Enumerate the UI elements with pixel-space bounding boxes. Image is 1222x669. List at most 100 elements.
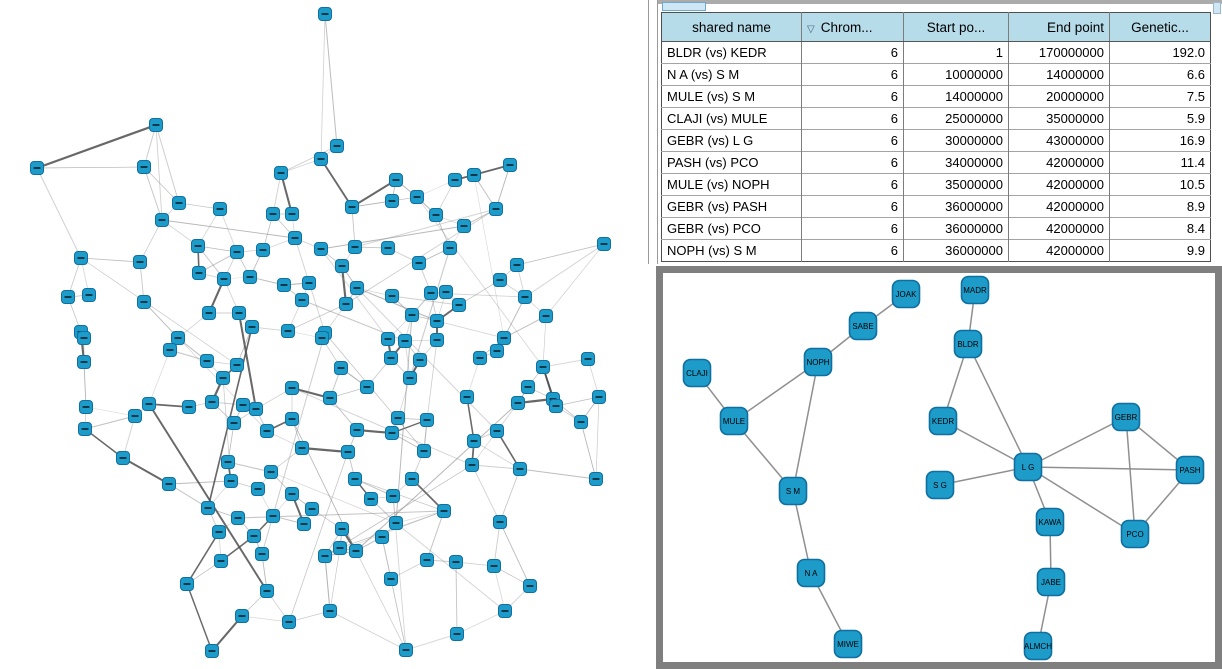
table-row[interactable]: NOPH (vs) S M 6 36000000 42000000 9.9 bbox=[661, 239, 1211, 262]
network-node[interactable] bbox=[285, 381, 299, 395]
network-node[interactable] bbox=[142, 397, 156, 411]
network-node[interactable] bbox=[490, 344, 504, 358]
network-node[interactable] bbox=[389, 173, 403, 187]
network-node[interactable] bbox=[30, 161, 44, 175]
network-node[interactable] bbox=[163, 343, 177, 357]
network-node[interactable] bbox=[281, 324, 295, 338]
subnetwork-node-ALMCH[interactable]: ALMCH bbox=[1023, 631, 1053, 661]
network-node[interactable] bbox=[285, 487, 299, 501]
network-node[interactable] bbox=[78, 422, 92, 436]
network-node[interactable] bbox=[405, 308, 419, 322]
network-node[interactable] bbox=[350, 281, 364, 295]
network-node[interactable] bbox=[264, 465, 278, 479]
network-node[interactable] bbox=[266, 207, 280, 221]
network-node[interactable] bbox=[302, 276, 316, 290]
table-row[interactable]: GEBR (vs) PCO 6 36000000 42000000 8.4 bbox=[661, 217, 1211, 240]
network-node[interactable] bbox=[256, 243, 270, 257]
network-node[interactable] bbox=[230, 358, 244, 372]
network-node[interactable] bbox=[498, 604, 512, 618]
subnetwork-node-PCO[interactable]: PCO bbox=[1120, 519, 1150, 549]
network-node[interactable] bbox=[384, 351, 398, 365]
subnetwork-node-NA[interactable]: N A bbox=[796, 558, 826, 588]
network-node[interactable] bbox=[333, 541, 347, 555]
network-node[interactable] bbox=[349, 544, 363, 558]
network-node[interactable] bbox=[295, 293, 309, 307]
network-node[interactable] bbox=[155, 213, 169, 227]
network-node[interactable] bbox=[430, 333, 444, 347]
network-node[interactable] bbox=[592, 390, 606, 404]
network-node[interactable] bbox=[285, 207, 299, 221]
table-row[interactable]: GEBR (vs) PASH 6 36000000 42000000 8.9 bbox=[661, 195, 1211, 218]
network-node[interactable] bbox=[232, 306, 246, 320]
network-node[interactable] bbox=[597, 237, 611, 251]
network-node[interactable] bbox=[323, 391, 337, 405]
subnetwork-node-JABE[interactable]: JABE bbox=[1036, 567, 1066, 597]
table-row[interactable]: GEBR (vs) L G 6 30000000 43000000 16.9 bbox=[661, 129, 1211, 152]
subnetwork-node-SM[interactable]: S M bbox=[778, 476, 808, 506]
table-row[interactable]: MULE (vs) NOPH 6 35000000 42000000 10.5 bbox=[661, 173, 1211, 196]
network-node[interactable] bbox=[128, 409, 142, 423]
table-row[interactable]: N A (vs) S M 6 10000000 14000000 6.6 bbox=[661, 63, 1211, 86]
network-node[interactable] bbox=[200, 354, 214, 368]
network-node[interactable] bbox=[348, 240, 362, 254]
network-node[interactable] bbox=[375, 530, 389, 544]
network-node[interactable] bbox=[493, 515, 507, 529]
network-node[interactable] bbox=[277, 278, 291, 292]
subnetwork-canvas[interactable]: JOAK SABE NOPH CLAJI MULE S M N A MIWE MADR BLDR K… bbox=[663, 273, 1215, 662]
network-node[interactable] bbox=[429, 208, 443, 222]
subnetwork-node-JOAK[interactable]: JOAK bbox=[891, 279, 921, 309]
network-node[interactable] bbox=[274, 166, 288, 180]
network-node[interactable] bbox=[460, 390, 474, 404]
subnetwork-node-KEDR[interactable]: KEDR bbox=[928, 406, 958, 436]
network-node[interactable] bbox=[513, 462, 527, 476]
network-node[interactable] bbox=[79, 400, 93, 414]
network-node[interactable] bbox=[61, 290, 75, 304]
network-node[interactable] bbox=[77, 355, 91, 369]
network-node[interactable] bbox=[589, 472, 603, 486]
network-node[interactable] bbox=[549, 399, 563, 413]
network-node[interactable] bbox=[314, 152, 328, 166]
subnetwork-node-MADR[interactable]: MADR bbox=[960, 275, 990, 305]
subnetwork-edge-GEBR-PCO[interactable] bbox=[1125, 416, 1136, 535]
network-node[interactable] bbox=[457, 219, 471, 233]
network-node[interactable] bbox=[214, 554, 228, 568]
column-header-genetic[interactable]: Genetic... bbox=[1109, 12, 1211, 42]
table-top-scrollbar-track[interactable] bbox=[658, 0, 1222, 4]
network-node[interactable] bbox=[249, 402, 263, 416]
subnetwork-edge-LG-PCO[interactable] bbox=[1027, 466, 1136, 535]
network-node[interactable] bbox=[385, 426, 399, 440]
network-node[interactable] bbox=[350, 423, 364, 437]
network-node[interactable] bbox=[255, 547, 269, 561]
subnetwork-node-MIWE[interactable]: MIWE bbox=[833, 629, 863, 659]
network-node[interactable] bbox=[345, 200, 359, 214]
network-node[interactable] bbox=[364, 492, 378, 506]
subnetwork-node-MULE[interactable]: MULE bbox=[719, 406, 749, 436]
network-node[interactable] bbox=[201, 501, 215, 515]
network-node[interactable] bbox=[497, 331, 511, 345]
network-node[interactable] bbox=[318, 7, 332, 21]
network-node[interactable] bbox=[489, 202, 503, 216]
network-node[interactable] bbox=[405, 472, 419, 486]
network-node[interactable] bbox=[335, 259, 349, 273]
subnetwork-node-GEBR[interactable]: GEBR bbox=[1111, 402, 1141, 432]
network-node[interactable] bbox=[295, 441, 309, 455]
subnetwork-node-PASH[interactable]: PASH bbox=[1175, 455, 1205, 485]
network-node[interactable] bbox=[231, 511, 245, 525]
network-node[interactable] bbox=[536, 360, 550, 374]
network-node[interactable] bbox=[74, 251, 88, 265]
network-node[interactable] bbox=[182, 400, 196, 414]
network-node[interactable] bbox=[511, 396, 525, 410]
network-node[interactable] bbox=[171, 331, 185, 345]
network-node[interactable] bbox=[82, 288, 96, 302]
network-node[interactable] bbox=[318, 549, 332, 563]
network-node[interactable] bbox=[191, 239, 205, 253]
network-node[interactable] bbox=[465, 458, 479, 472]
network-node[interactable] bbox=[251, 482, 265, 496]
network-node[interactable] bbox=[297, 517, 311, 531]
network-node[interactable] bbox=[339, 297, 353, 311]
network-node[interactable] bbox=[213, 202, 227, 216]
network-node[interactable] bbox=[386, 489, 400, 503]
subnetwork-edge-LG-PASH[interactable] bbox=[1027, 466, 1191, 471]
network-node[interactable] bbox=[424, 286, 438, 300]
network-node[interactable] bbox=[137, 295, 151, 309]
